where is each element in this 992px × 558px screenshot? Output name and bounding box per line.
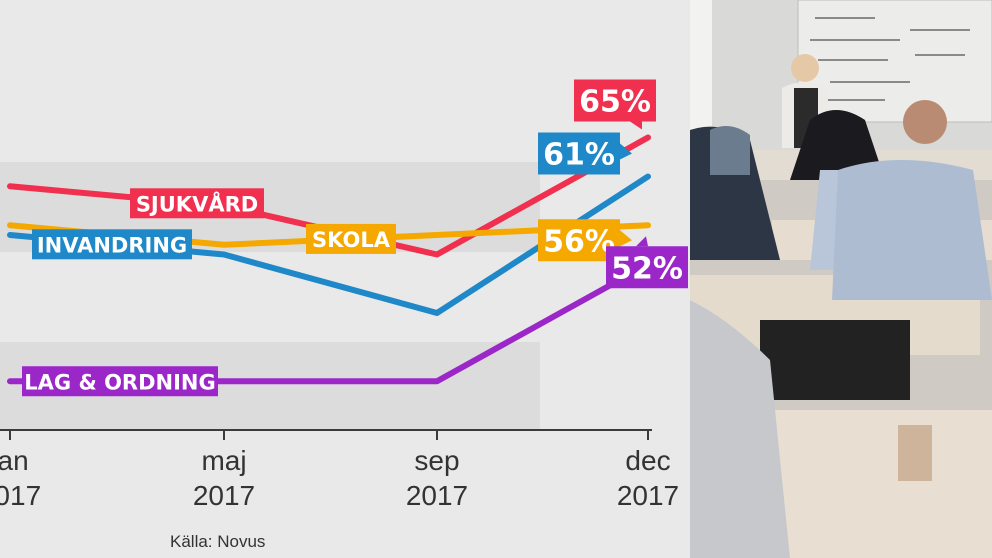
x-tick-label-month: sep (414, 445, 459, 476)
series-name-label: INVANDRING (37, 233, 187, 257)
series-name-box (32, 229, 192, 260)
end-value-pointer (636, 236, 648, 247)
end-value-box (606, 246, 688, 289)
series-name-label: SKOLA (312, 228, 391, 252)
series-name-box (306, 223, 396, 254)
classroom-photo (690, 0, 992, 558)
series-name-box (22, 366, 218, 397)
x-tick-label-year: 2017 (406, 480, 468, 511)
x-tick-label-month: maj (201, 445, 246, 476)
series-name-box (130, 188, 264, 219)
end-value-label: 52% (611, 251, 683, 286)
x-tick-label-year: 2017 (193, 480, 255, 511)
x-tick-label-month: dec (625, 445, 670, 476)
end-value-label: 56% (543, 224, 615, 259)
end-value-pointer (630, 121, 642, 130)
end-value-label: 61% (543, 138, 615, 173)
end-value-box (538, 132, 620, 175)
x-tick-label-year: 2017 (617, 480, 679, 511)
line-chart: jan 2017 maj 2017 sep 2017 dec 2017 SJUKVÅRD 65%… (0, 79, 688, 511)
end-value-pointer (620, 230, 632, 247)
chart-panel: jan 2017 maj 2017 sep 2017 dec 2017 SJUKVÅRD 65%… (0, 79, 688, 551)
series-name-label: SJUKVÅRD (136, 191, 258, 216)
end-value-box (574, 79, 656, 122)
source-note: Källa: Novus (170, 532, 266, 551)
x-tick-label-year: 2017 (0, 480, 41, 511)
x-tick-label-month: jan (0, 445, 29, 476)
end-value-pointer (620, 143, 632, 160)
series-name-label: LAG & ORDNING (24, 370, 215, 394)
end-value-label: 65% (579, 85, 651, 120)
